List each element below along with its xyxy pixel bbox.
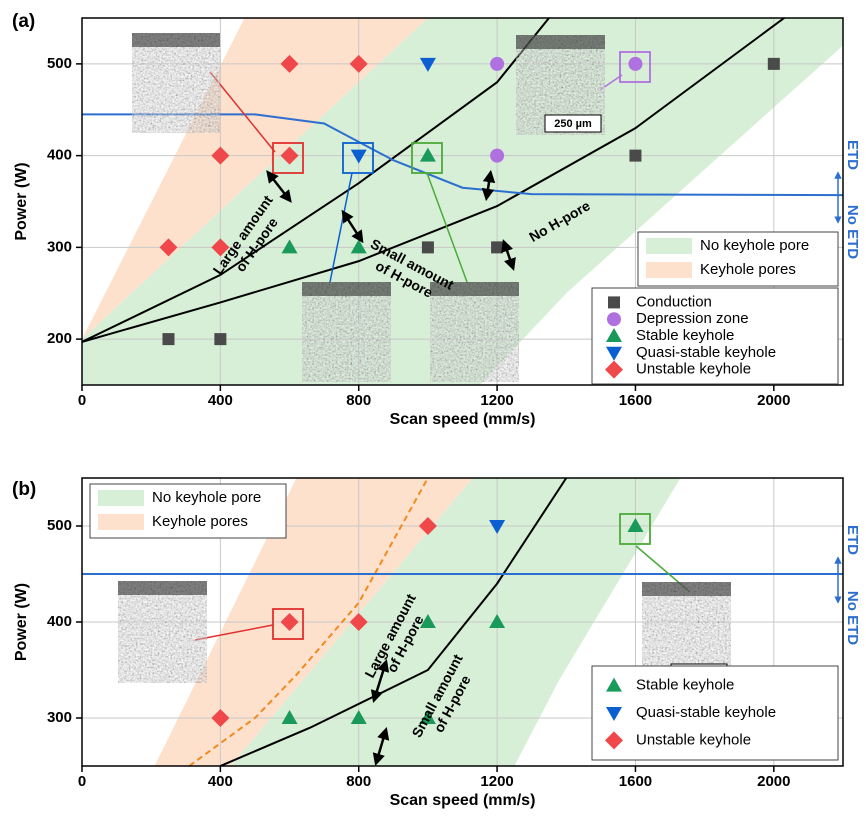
legend-label: No keyhole pore [700,237,809,254]
micrograph-top [516,35,605,49]
marker [490,57,504,71]
x-tick-label: 400 [208,773,233,790]
y-tick-label: 200 [47,330,72,347]
legend-label: No keyhole pore [152,489,261,506]
marker [768,58,780,70]
marker [491,241,503,253]
legend-swatch [646,238,692,254]
y-tick-label: 400 [47,613,72,630]
boundary-label: ETD [844,525,861,555]
x-axis-title: Scan speed (mm/s) [390,411,536,428]
boundary-label: No ETD [844,591,861,645]
x-tick-label: 800 [346,392,371,409]
boundary-label: ETD [844,140,861,170]
y-tick-label: 300 [47,709,72,726]
y-tick-label: 400 [47,147,72,164]
x-tick-label: 0 [78,773,86,790]
marker [490,149,504,163]
legend-label: Stable keyhole [636,327,734,344]
marker [607,312,621,326]
marker [629,150,641,162]
legend-swatch [98,514,144,530]
legend-label: Depression zone [636,310,749,327]
x-tick-label: 1600 [619,773,652,790]
marker [422,241,434,253]
micrograph [430,282,519,382]
legend-label: Unstable keyhole [636,361,751,378]
micrograph [302,282,391,382]
y-axis-title: Power (W) [13,583,30,661]
marker [608,296,620,308]
x-tick-label: 400 [208,392,233,409]
legend-label: Keyhole pores [152,513,248,530]
legend-swatch [646,262,692,278]
y-axis-title: Power (W) [13,162,30,240]
micrograph-top [302,282,391,296]
micrograph-top [642,582,731,596]
marker [162,333,174,345]
marker [214,333,226,345]
x-tick-label: 1200 [480,773,513,790]
panel-label: (a) [12,11,35,32]
legend-label: Stable keyhole [636,677,734,694]
x-tick-label: 2000 [757,392,790,409]
legend-label: Unstable keyhole [636,731,751,748]
x-axis-title: Scan speed (mm/s) [390,792,536,809]
micrograph-top [132,33,220,47]
legend-label: Quasi-stable keyhole [636,704,776,721]
legend-label: Quasi-stable keyhole [636,344,776,361]
y-tick-label: 300 [47,238,72,255]
scale-bar-label: 250 µm [554,118,592,130]
legend-swatch [98,490,144,506]
panel-label: (b) [12,479,36,500]
micrograph [132,33,220,133]
legend-label: Conduction [636,293,712,310]
x-tick-label: 2000 [757,773,790,790]
micrograph-top [118,581,207,595]
panel: 0400800120016002000300400500250 µmLarge … [12,478,861,809]
figure: 0400800120016002000200300400500250 µmLar… [0,0,866,824]
panel: 0400800120016002000200300400500250 µmLar… [12,11,861,428]
x-tick-label: 1200 [480,392,513,409]
legend-label: Keyhole pores [700,261,796,278]
y-tick-label: 500 [47,517,72,534]
x-tick-label: 0 [78,392,86,409]
x-tick-label: 1600 [619,392,652,409]
micrograph [118,581,207,683]
y-tick-label: 500 [47,55,72,72]
boundary-label: No ETD [844,205,861,259]
marker [628,57,642,71]
x-tick-label: 800 [346,773,371,790]
